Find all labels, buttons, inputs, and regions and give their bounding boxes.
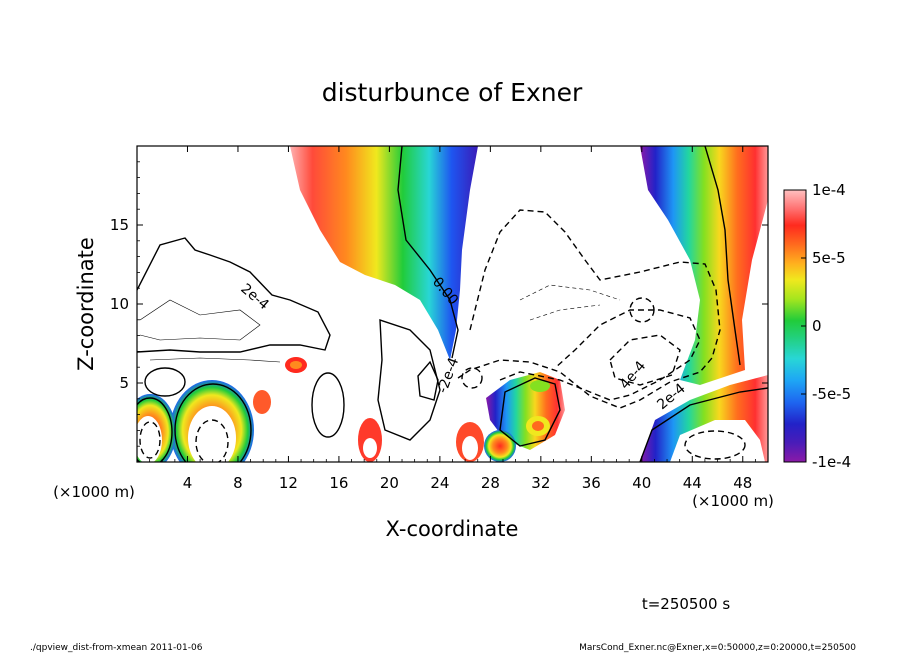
solid-contours — [137, 146, 768, 462]
time-annotation: t=250500 s — [642, 595, 730, 613]
x-axis-ticks: 4 8 12 16 20 24 28 32 36 40 44 48 — [149, 146, 756, 492]
x-tick-label: 36 — [582, 474, 601, 492]
left-plume — [290, 146, 478, 360]
colorbar-tick-label: -5e-5 — [812, 385, 851, 403]
dashed-contours — [139, 209, 746, 462]
x-tick-label: 20 — [380, 474, 399, 492]
contour-label-1: 2e-4 — [237, 281, 271, 314]
x-tick-label: 16 — [329, 474, 348, 492]
x-axis-label: X-coordinate — [386, 517, 519, 541]
y-tick-label: 10 — [110, 295, 129, 313]
colorbar-ticks: 1e-4 5e-5 0 -5e-5 -1e-4 — [801, 181, 851, 471]
chart-title: disturbunce of Exner — [322, 78, 583, 107]
y-tick-label: 5 — [119, 374, 129, 392]
colorbar-tick-label: 1e-4 — [812, 181, 846, 199]
x-tick-label: 40 — [632, 474, 651, 492]
y-axis-unit: (×1000 m) — [53, 483, 135, 501]
y-tick-label: 15 — [110, 216, 129, 234]
x-axis-unit: (×1000 m) — [692, 492, 774, 510]
x-tick-label: 32 — [531, 474, 550, 492]
colorbar-tick-label: -1e-4 — [812, 453, 851, 471]
contour-label-3: -2e-4 — [435, 355, 463, 395]
x-tick-label: 44 — [683, 474, 702, 492]
y-axis-ticks: 5 10 15 — [110, 161, 768, 447]
x-tick-label: 4 — [183, 474, 193, 492]
x-tick-label: 12 — [279, 474, 298, 492]
x-tick-label: 8 — [233, 474, 243, 492]
contour-labels: 2e-4 0.00 -2e-4 4e-4 2e-4 — [237, 274, 688, 413]
plot-field — [137, 146, 768, 462]
x-tick-label: 28 — [481, 474, 500, 492]
footer-right: MarsCond_Exner.nc@Exner,x=0:50000,z=0:20… — [579, 643, 856, 653]
thin-contours — [139, 299, 281, 363]
footer-left: ./qpview_dist-from-xmean 2011-01-06 — [30, 643, 203, 653]
y-axis-label: Z-coordinate — [74, 237, 98, 371]
x-tick-label: 48 — [733, 474, 752, 492]
x-tick-label: 24 — [430, 474, 449, 492]
colorbar: 1e-4 5e-5 0 -5e-5 -1e-4 — [783, 181, 851, 471]
colorbar-tick-label: 0 — [812, 317, 822, 335]
colorbar-tick-label: 5e-5 — [812, 249, 846, 267]
right-plume — [640, 146, 768, 385]
